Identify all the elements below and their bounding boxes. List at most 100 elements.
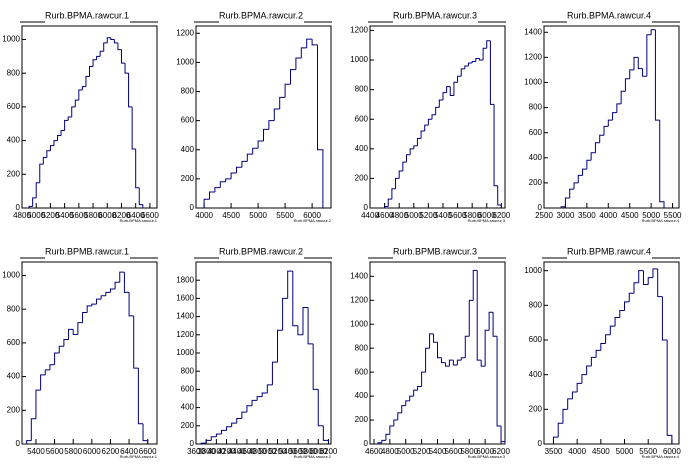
- histogram-bin: [225, 178, 232, 182]
- y-tick-label: 400: [529, 153, 543, 162]
- histogram-bin: [413, 389, 418, 397]
- histogram-bin: [46, 150, 51, 158]
- histogram-bin: [263, 128, 269, 142]
- histogram-bin: [106, 37, 111, 43]
- x-axis-title: Rurb.BPMA.rawcur.1: [120, 218, 158, 223]
- x-tick-label: 4000: [207, 447, 225, 456]
- chart-title: Rurb.BPMB.rawcur.1: [45, 246, 129, 256]
- chart-title: Rurb.BPMA.rawcur.1: [45, 10, 129, 20]
- x-tick-label: 5200: [419, 211, 437, 220]
- histogram-bin: [231, 422, 237, 427]
- histogram-bin: [605, 334, 611, 344]
- histogram-bin: [576, 382, 582, 392]
- histogram-bin: [77, 322, 83, 335]
- y-tick-label: 1200: [176, 330, 194, 339]
- histogram-bin: [476, 270, 482, 361]
- histogram-bin: [438, 99, 443, 108]
- y-tick-label: 800: [529, 103, 543, 112]
- x-axis-title: Rurb.BPMA.rawcur.4: [642, 454, 680, 459]
- y-tick-label: 1800: [176, 275, 194, 284]
- histogram-bin: [54, 352, 60, 365]
- x-tick-label: 4600: [365, 447, 383, 456]
- histogram-bin: [413, 145, 418, 149]
- y-tick-label: 400: [181, 403, 195, 412]
- x-axis-title: Rurb.BPMA.rawcur.3: [468, 454, 506, 459]
- histogram-bin: [256, 396, 263, 401]
- histogram-bin: [133, 315, 139, 369]
- histogram-bin: [26, 440, 32, 444]
- x-tick-label: 5600: [449, 211, 467, 220]
- histogram-bin: [595, 349, 601, 358]
- y-tick-label: 1000: [2, 35, 20, 44]
- histogram-bin: [472, 269, 478, 301]
- histogram-bin: [103, 42, 108, 52]
- histogram-bin: [666, 340, 673, 444]
- histogram-bin: [616, 103, 622, 113]
- y-tick-label: 1000: [350, 55, 368, 64]
- histogram-bin: [295, 57, 302, 70]
- histogram-bin: [257, 140, 264, 149]
- histogram-bin: [307, 307, 314, 345]
- histogram-bin: [456, 359, 462, 365]
- y-tick-label: 200: [355, 415, 369, 424]
- histogram-bin: [425, 347, 430, 373]
- histogram-bin: [552, 436, 559, 444]
- histogram-bin: [654, 29, 660, 121]
- histogram-bin: [612, 112, 617, 121]
- histogram-bin: [35, 389, 41, 419]
- histogram-bin: [453, 81, 458, 96]
- x-tick-label: 4400: [361, 211, 379, 220]
- x-tick-label: 4800: [381, 447, 399, 456]
- histogram-bin: [82, 312, 88, 323]
- x-tick-label: 6400: [127, 211, 145, 220]
- histogram-bin: [117, 42, 122, 51]
- x-tick-label: 5600: [46, 447, 64, 456]
- histogram-bin: [417, 386, 422, 391]
- x-tick-label: 4400: [228, 447, 246, 456]
- histogram-bin: [128, 73, 133, 108]
- histogram-bin: [650, 29, 656, 35]
- histogram-bin: [273, 108, 280, 121]
- histogram-bin: [427, 118, 433, 126]
- histogram-bin: [577, 174, 583, 183]
- histogram-bin: [279, 96, 286, 109]
- histogram-bin: [142, 423, 149, 444]
- x-axis-title: Rurb.BPMA.rawcur.3: [468, 218, 506, 223]
- histogram-bin: [405, 400, 410, 406]
- x-tick-label: 5000: [642, 211, 660, 220]
- histogram-bin: [246, 405, 253, 413]
- x-tick-label: 4500: [222, 211, 240, 220]
- histogram-bin: [609, 325, 616, 335]
- histogram-bin: [60, 129, 65, 136]
- histogram-bin: [464, 65, 469, 69]
- x-tick-label: 5800: [64, 447, 82, 456]
- histogram-bin: [300, 47, 307, 59]
- histogram-bin: [421, 371, 426, 387]
- histogram-bin: [638, 270, 644, 283]
- histogram-bin: [633, 282, 639, 294]
- histogram-bin: [246, 153, 253, 162]
- histogram-bin: [440, 357, 446, 364]
- y-tick-label: 400: [529, 370, 543, 379]
- y-tick-label: 0: [190, 439, 195, 448]
- histogram-bin: [49, 364, 55, 370]
- x-tick-label: 6000: [309, 447, 327, 456]
- histogram-bin: [620, 90, 626, 104]
- histogram-bin: [209, 191, 215, 200]
- y-tick-label: 0: [538, 203, 543, 212]
- histogram-bin: [81, 86, 86, 91]
- y-tick-label: 800: [355, 343, 369, 352]
- histogram-bin: [564, 197, 570, 207]
- histogram-bin: [302, 307, 309, 335]
- x-tick-label: 3500: [578, 211, 596, 220]
- histogram-bin: [377, 442, 382, 444]
- histogram-bin: [317, 389, 324, 427]
- histogram-bin: [384, 206, 389, 208]
- x-tick-label: 5200: [413, 447, 431, 456]
- x-tick-label: 5400: [56, 211, 74, 220]
- histogram-bin: [444, 362, 450, 367]
- x-tick-label: 5800: [460, 447, 478, 456]
- histogram-bin: [652, 268, 658, 278]
- histogram-bin: [433, 333, 438, 343]
- histogram-bin: [226, 426, 232, 431]
